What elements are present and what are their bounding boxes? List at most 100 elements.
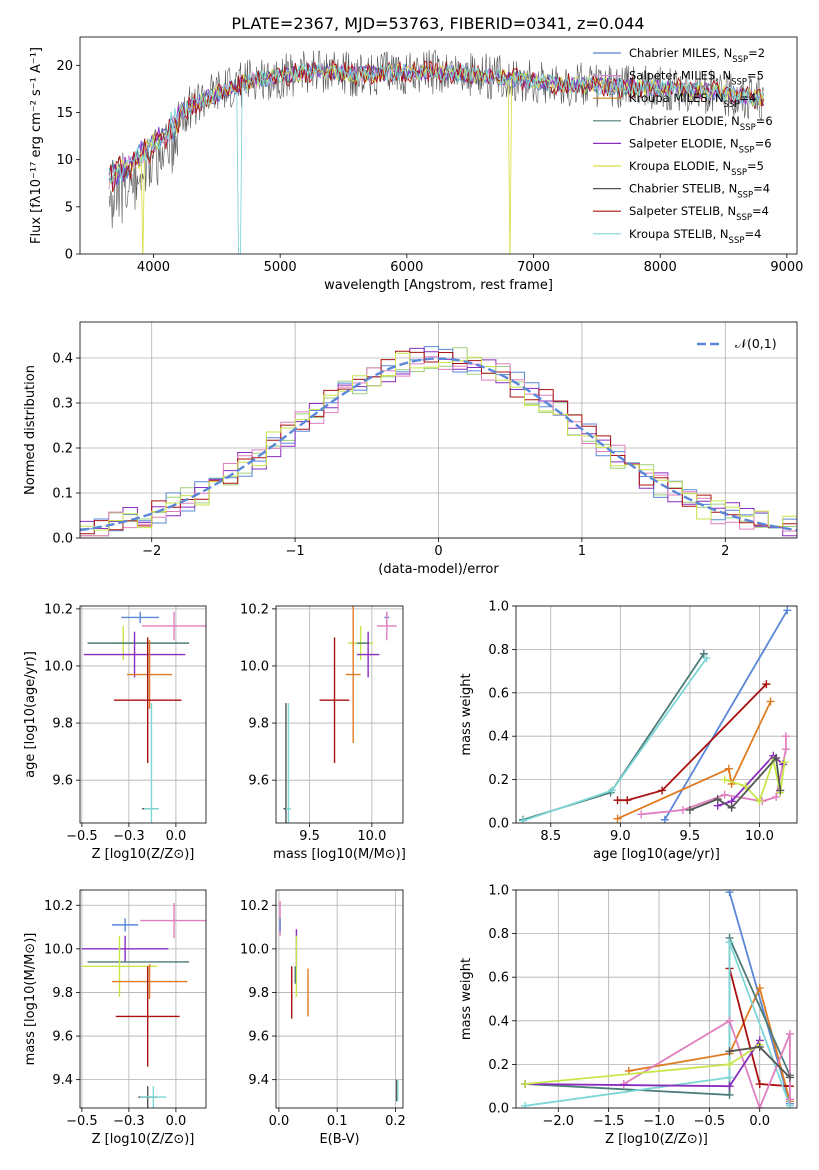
x-tick-label: 6000 (390, 260, 423, 275)
series-marker (607, 786, 616, 795)
y-tick-label: 0.1 (52, 487, 73, 502)
series-marker (637, 810, 646, 819)
y-tick-label: 10 (56, 153, 73, 168)
y-tick-label: 0.4 (488, 1014, 509, 1029)
x-tick-label: 2 (721, 544, 729, 559)
y-tick-label: 0.2 (488, 773, 509, 788)
y-axis-label: Flux [fλ10⁻¹⁷ erg cm⁻² s⁻¹ A⁻¹] (29, 47, 44, 244)
series-line (623, 1019, 791, 1108)
series-marker (725, 1082, 734, 1091)
series-marker (755, 1080, 764, 1089)
series-marker (785, 1095, 794, 1104)
x-tick-label: 7000 (517, 260, 550, 275)
x-tick-label: 8.5 (540, 829, 561, 844)
x-tick-label: −0.5 (694, 1114, 726, 1129)
y-axis-label: mass [log10(M/M⊙)] (23, 933, 38, 1066)
x-tick-label: 9000 (770, 260, 803, 275)
axes-frame (79, 36, 798, 255)
y-tick-label: 0.8 (488, 927, 509, 942)
legend-label: Salpeter STELIB, NSSP=4 (629, 204, 769, 223)
series-marker (725, 1016, 734, 1025)
y-tick-label: 1.0 (488, 884, 509, 899)
spectrum-line (108, 61, 765, 254)
x-tick-label: 9.5 (680, 829, 701, 844)
y-tick-label: 0.6 (488, 686, 509, 701)
series-marker (685, 805, 694, 814)
series-marker (521, 1080, 530, 1089)
series-marker (785, 1029, 794, 1038)
panel-spectrum: 4000 5000 6000 7000 8000 9000 0 5 10 15 20 waveleng… (29, 36, 803, 293)
x-tick-label: 0.0 (269, 1114, 290, 1129)
x-tick-label: 10.0 (357, 829, 386, 844)
gaussian-curve (80, 357, 797, 532)
y-tick-label: 9.6 (52, 774, 73, 789)
series-marker (725, 890, 734, 897)
x-tick-label: −0.3 (113, 829, 145, 844)
y-tick-label: 10.0 (44, 942, 73, 957)
legend: Chabrier MILES, NSSP=2 Salpeter MILES, NS… (593, 46, 773, 246)
series-marker (720, 775, 729, 784)
spectrum-line (108, 61, 765, 185)
series-marker (755, 1104, 764, 1108)
x-tick-label: 5000 (264, 260, 297, 275)
x-axis-label: wavelength [Angstrom, rest frame] (324, 278, 553, 293)
series-line (522, 653, 705, 821)
plot-area-age_vs_Z (83, 611, 206, 823)
legend-label: Chabrier ELODIE, NSSP=6 (629, 114, 773, 133)
series-line (664, 609, 789, 821)
x-tick-label: −0.3 (113, 1114, 145, 1129)
series-marker (725, 1047, 734, 1056)
axes-frame (515, 605, 798, 824)
y-tick-label: 0.2 (52, 442, 73, 457)
series-marker (776, 786, 785, 795)
series-marker (755, 1042, 764, 1051)
legend-label: Kroupa MILES, NSSP=4 (629, 91, 756, 110)
y-tick-label: 9.4 (248, 1073, 269, 1088)
x-axis-label: E(B-V) (319, 1132, 359, 1147)
x-axis-label: age [log10(age/yr)] (593, 847, 720, 862)
y-tick-label: 9.8 (248, 986, 269, 1001)
series-marker (518, 816, 527, 823)
series-marker (724, 764, 733, 773)
axes-frame (79, 605, 207, 824)
y-tick-label: 0.4 (52, 352, 73, 367)
y-tick-label: 9.6 (248, 774, 269, 789)
y-tick-label: 9.4 (52, 1073, 73, 1088)
x-tick-label: 0.2 (385, 1114, 406, 1129)
axes-frame (515, 889, 798, 1109)
series-line (617, 683, 768, 802)
plot-area-mass_vs_Z (81, 903, 206, 1108)
series-marker (623, 796, 632, 805)
series-marker (521, 1101, 530, 1108)
series-marker (780, 758, 789, 767)
series-marker (720, 790, 729, 799)
series-marker (725, 938, 734, 947)
x-tick-label: 1 (578, 544, 586, 559)
x-tick-label: −0.5 (66, 1114, 98, 1129)
y-tick-label: 20 (56, 59, 73, 74)
y-tick-label: 10.2 (44, 602, 73, 617)
series-marker (766, 697, 775, 706)
plot-area-age_vs_mass (283, 606, 397, 823)
y-tick-label: 9.6 (248, 1030, 269, 1045)
plot-area-massweight_vs_Z (521, 890, 794, 1108)
series-line (525, 1039, 761, 1088)
series-marker (660, 815, 669, 823)
y-tick-label: 0.0 (488, 817, 509, 832)
x-tick-label: 0.0 (749, 1114, 770, 1129)
x-tick-label: 0.0 (166, 1114, 187, 1129)
y-tick-label: 5 (65, 200, 73, 215)
plot-area-massweight_vs_age (518, 606, 792, 823)
y-tick-label: 9.6 (52, 1030, 73, 1045)
x-tick-label: 0.0 (166, 829, 187, 844)
series-marker (755, 984, 764, 993)
x-tick-label: −2.0 (543, 1114, 575, 1129)
series-line (617, 701, 772, 820)
y-tick-label: 9.8 (248, 717, 269, 732)
series-marker (613, 814, 622, 823)
series-marker (658, 786, 667, 795)
y-tick-label: 15 (56, 106, 73, 121)
y-tick-label: 10.2 (240, 602, 269, 617)
series-marker (713, 795, 722, 804)
